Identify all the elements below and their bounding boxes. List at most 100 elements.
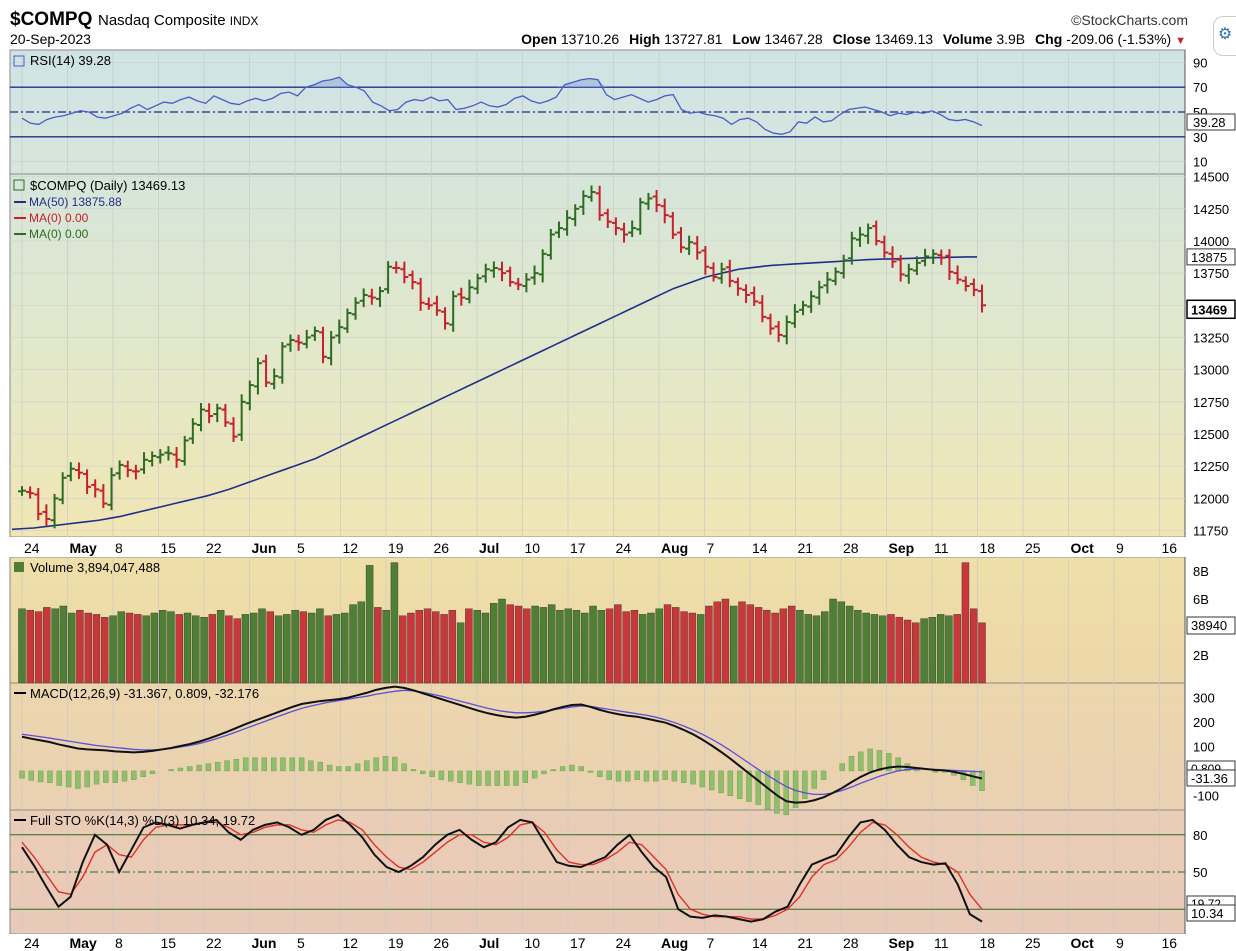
macd-signal-line — [21, 689, 983, 796]
volume-bar — [936, 614, 945, 684]
macd-value-tag-box — [1186, 769, 1236, 787]
x-axis-label: 10 — [525, 935, 541, 951]
price-bar — [506, 266, 515, 287]
price-bar — [188, 418, 197, 444]
price-bar — [969, 278, 978, 297]
ma-legend-label: MA(0) 0.00 — [29, 227, 89, 241]
macd-histogram-bar — [802, 770, 808, 799]
price-bar — [530, 265, 539, 285]
price-bar — [245, 380, 254, 411]
x-axis-label: 12 — [343, 935, 359, 951]
volume-bar — [208, 614, 217, 684]
macd-histogram-bar — [774, 770, 780, 814]
volume-value-tag: 38940 — [1191, 618, 1227, 633]
volume-bar — [556, 610, 564, 684]
volume-bar — [812, 615, 821, 684]
price-bar — [408, 270, 417, 290]
brand-link[interactable]: ©StockCharts.com — [1071, 12, 1188, 28]
price-y-tick: 13750 — [1193, 266, 1229, 281]
volume-bar — [382, 610, 390, 684]
volume-bar — [531, 605, 539, 684]
x-axis-label: 21 — [798, 935, 814, 951]
price-bar — [74, 462, 83, 479]
volume-bar — [26, 610, 34, 684]
x-axis-label: 15 — [161, 935, 177, 951]
price-bar — [156, 449, 165, 464]
price-bar — [652, 189, 661, 213]
x-axis-label: Jun — [252, 540, 277, 556]
volume-bar — [473, 610, 481, 684]
macd-histogram-bar — [382, 756, 389, 772]
macd-histogram-bar — [625, 770, 631, 782]
macd-histogram-bar — [848, 756, 855, 772]
price-bar — [701, 246, 710, 275]
macd-histogram-bar — [75, 770, 81, 789]
x-axis-label: 21 — [798, 540, 814, 556]
volume-bar — [233, 618, 241, 684]
x-axis-label: Oct — [1071, 935, 1095, 951]
price-bar — [717, 262, 726, 284]
volume-bar — [324, 615, 332, 684]
price-bar — [815, 280, 824, 305]
volume-label: Volume 3,894,047,488 — [30, 560, 160, 575]
volume-bar — [978, 622, 986, 684]
quote-summary: Open 13710.26 High 13727.81 Low 13467.28… — [521, 31, 1186, 47]
open-value: 13710.26 — [560, 31, 620, 47]
macd-histogram-bar — [867, 748, 873, 772]
volume-bar — [581, 612, 589, 684]
volume-bar — [109, 615, 117, 684]
volume-bar — [787, 605, 796, 684]
volume-bar — [688, 612, 697, 684]
price-y-tick: 14000 — [1193, 234, 1229, 249]
volume-bar — [481, 612, 490, 684]
price-bar — [579, 190, 588, 215]
macd-histogram-bar — [242, 757, 249, 772]
macd-histogram-bar — [345, 766, 351, 772]
macd-histogram-bar — [196, 764, 202, 772]
rsi-y-tick: 70 — [1193, 80, 1207, 95]
volume-bar — [539, 607, 548, 684]
macd-histogram-bar — [84, 770, 90, 788]
macd-histogram-bar — [457, 770, 463, 783]
x-axis-label: 11 — [934, 935, 949, 951]
volume-bar — [680, 611, 688, 684]
sto-label: Full STO %K(14,3) %D(3) 10.34, 19.72 — [30, 813, 255, 828]
volume-bar — [746, 604, 754, 684]
price-y-tick: 12000 — [1193, 491, 1229, 506]
price-bar — [91, 479, 100, 498]
volume-y-tick: 2B — [1193, 648, 1209, 663]
macd-histogram-bar — [736, 770, 743, 799]
macd-histogram-bar — [606, 770, 612, 780]
settings-icon[interactable]: ⚙ — [1213, 16, 1236, 56]
x-axis-label: 24 — [24, 935, 40, 951]
price-bar — [807, 290, 816, 313]
x-axis-label: 8 — [115, 540, 123, 556]
volume-bar — [349, 604, 357, 684]
macd-histogram-bar — [308, 760, 314, 772]
macd-histogram-bar — [317, 761, 323, 772]
macd-panel-bg — [9, 682, 1186, 811]
volume-bar — [43, 607, 51, 684]
macd-histogram-bar — [168, 769, 174, 772]
macd-histogram-bar — [690, 770, 696, 785]
macd-histogram-bar — [56, 770, 62, 786]
volume-bar — [59, 605, 68, 684]
macd-histogram-bar — [531, 770, 538, 779]
volume-bar — [870, 614, 879, 684]
price-bar — [83, 469, 92, 495]
x-axis-label: 14 — [752, 935, 768, 951]
price-bar — [498, 261, 506, 282]
macd-histogram-bar — [270, 757, 277, 772]
price-bar — [546, 228, 555, 260]
close-value: 13469.13 — [874, 31, 934, 47]
x-axis-label: 18 — [980, 540, 996, 556]
x-axis-label: Aug — [661, 540, 688, 556]
macd-histogram-bar — [187, 766, 193, 772]
volume-bar — [134, 614, 142, 684]
macd-histogram-bar — [392, 756, 398, 772]
volume-bar — [754, 607, 763, 684]
volume-bar — [448, 610, 457, 684]
price-bar — [140, 452, 149, 474]
volume-bar — [117, 611, 126, 684]
rsi-legend-icon — [13, 55, 25, 67]
